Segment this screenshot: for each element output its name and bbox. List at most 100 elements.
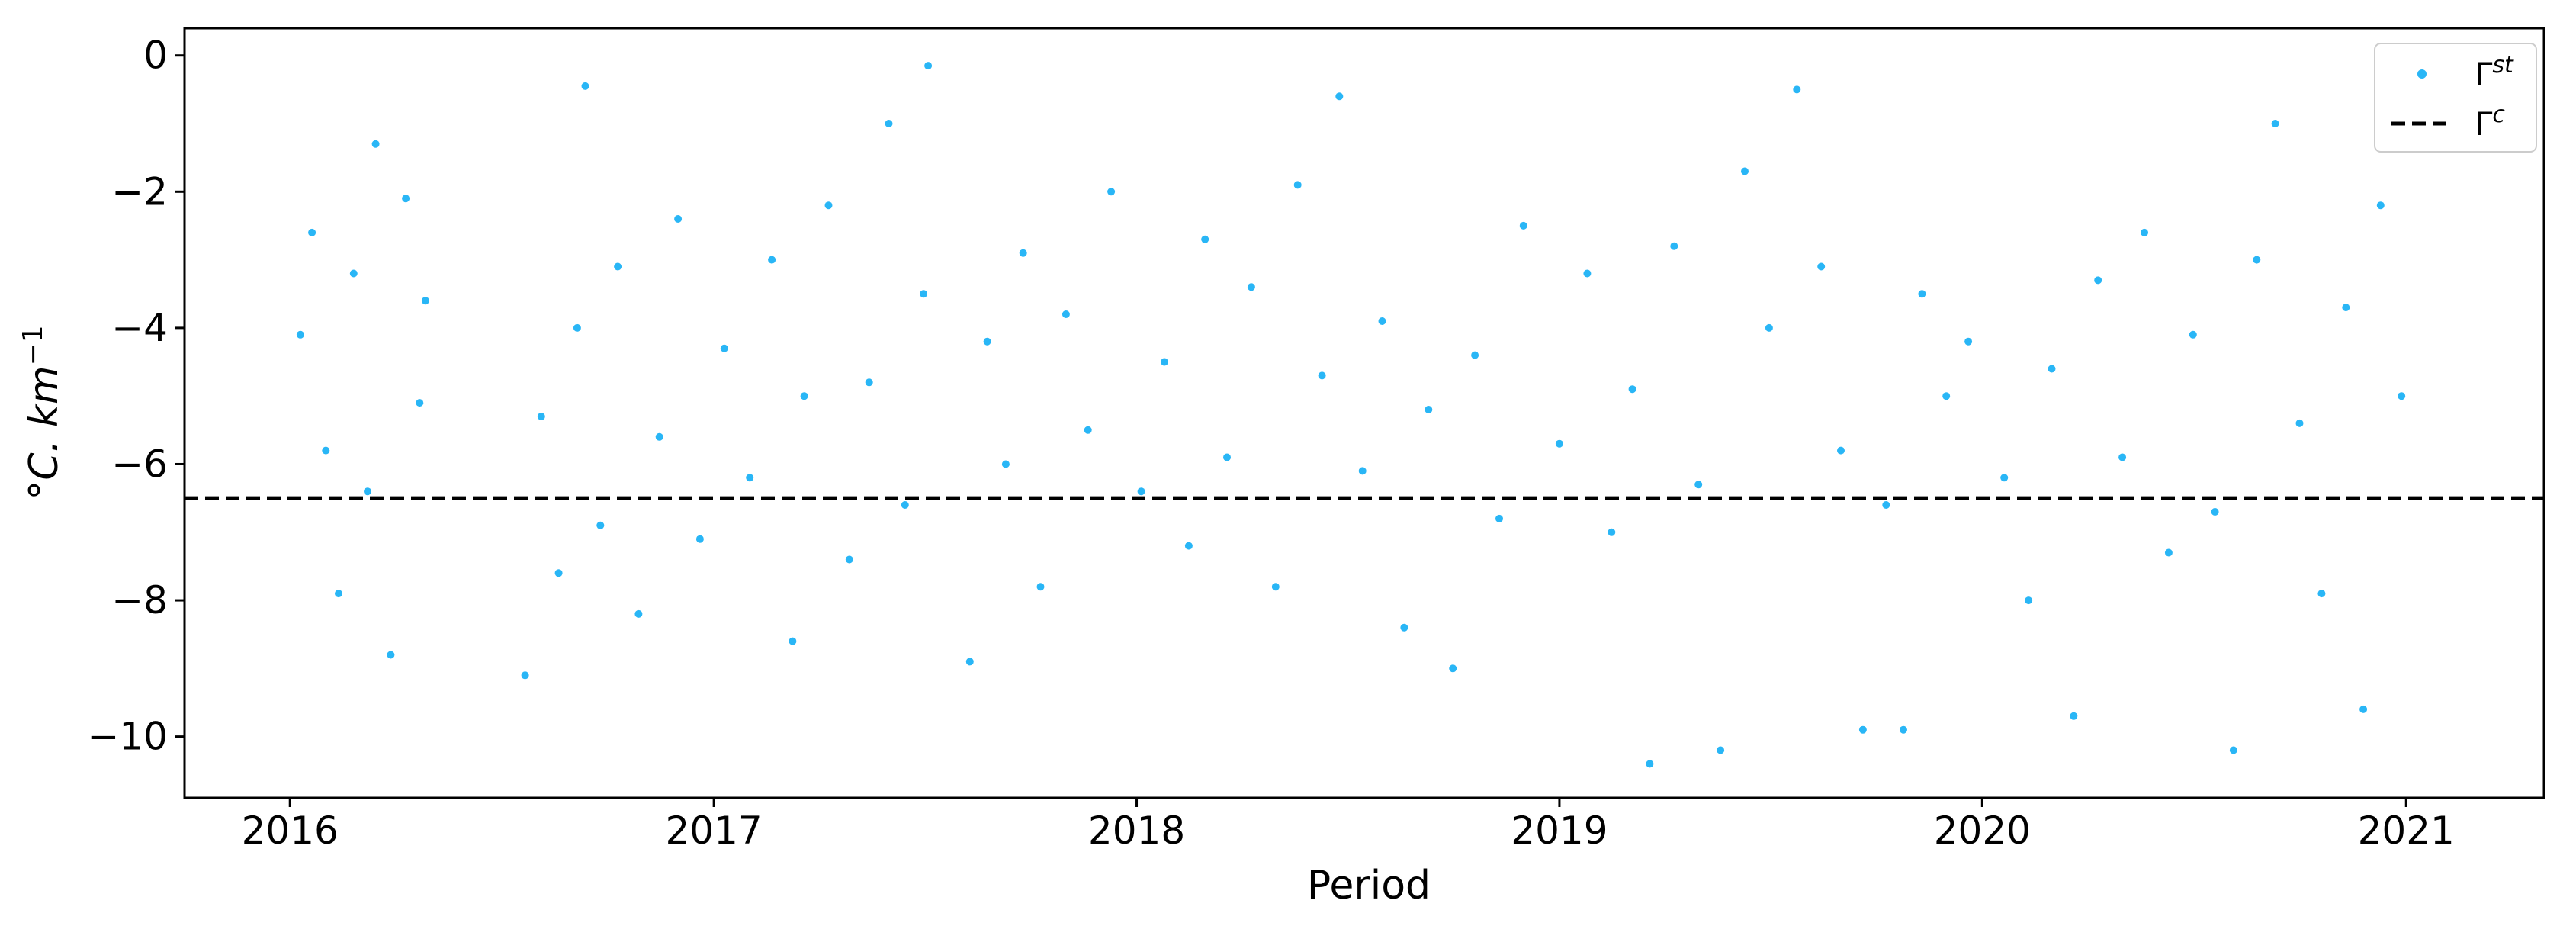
scatter-point xyxy=(865,378,873,387)
scatter-point xyxy=(1184,542,1193,550)
scatter-point xyxy=(1084,426,1092,434)
scatter-point xyxy=(2141,228,2148,236)
scatter-point xyxy=(789,637,797,645)
scatter-point xyxy=(634,609,643,618)
scatter-point xyxy=(387,651,395,659)
scatter-point xyxy=(421,297,429,305)
x-axis-title: Period xyxy=(1307,863,1431,908)
scatter-point xyxy=(2164,548,2173,557)
scatter-point xyxy=(965,658,974,666)
scatter-point xyxy=(416,399,424,407)
scatter-point xyxy=(720,344,728,352)
scatter-points xyxy=(296,62,2406,768)
x-tick-label: 2016 xyxy=(242,809,339,853)
scatter-point xyxy=(1608,528,1616,536)
scatter-point xyxy=(554,569,563,577)
scatter-point xyxy=(2000,474,2009,482)
scatter-point xyxy=(2189,330,2197,339)
scatter-point xyxy=(1646,760,1654,768)
x-tick-label: 2018 xyxy=(1088,809,1185,853)
scatter-point xyxy=(674,215,683,223)
scatter-point xyxy=(1793,85,1801,94)
scatter-point xyxy=(2229,746,2237,754)
scatter-point xyxy=(521,671,529,680)
scatter-point xyxy=(2048,365,2056,373)
scatter-point xyxy=(2253,256,2261,264)
scatter-point xyxy=(1942,392,1951,400)
scatter-point xyxy=(322,446,330,455)
scatter-point xyxy=(655,432,663,441)
scatter-point xyxy=(1837,446,1845,455)
scatter-point xyxy=(845,555,853,564)
scatter-point xyxy=(901,501,909,509)
scatter-point xyxy=(2070,712,2078,720)
scatter-point xyxy=(1161,358,1168,366)
scatter-point xyxy=(1335,92,1344,101)
scatter-point xyxy=(296,330,304,339)
scatter-point xyxy=(885,120,893,127)
scatter-point xyxy=(537,413,545,420)
scatter-point xyxy=(768,256,776,264)
scatter-point xyxy=(1400,623,1408,632)
scatter-point xyxy=(1628,385,1636,394)
scatter-point xyxy=(1062,310,1070,318)
scatter-point xyxy=(2342,304,2350,312)
scatter-point xyxy=(581,82,589,90)
y-tick-label: −8 xyxy=(111,578,168,622)
scatter-point xyxy=(308,228,316,236)
scatter-point xyxy=(1001,460,1010,468)
scatter-point xyxy=(1765,323,1773,332)
scatter-point xyxy=(1583,269,1592,278)
legend-marker-scatter xyxy=(2417,69,2427,79)
x-tick-label: 2019 xyxy=(1511,809,1608,853)
scatter-point xyxy=(2359,705,2368,713)
scatter-point xyxy=(1495,514,1503,522)
scatter-point xyxy=(1036,583,1045,591)
scatter-point xyxy=(596,521,605,529)
scatter-point xyxy=(2376,201,2385,210)
scatter-point xyxy=(1670,242,1678,250)
scatter-point xyxy=(402,195,410,203)
legend-label-line: Γc xyxy=(2475,101,2505,143)
x-tick-label: 2021 xyxy=(2358,809,2455,853)
scatter-point xyxy=(1107,188,1116,196)
scatter-point xyxy=(335,590,342,598)
scatter-point xyxy=(2094,276,2102,285)
scatter-point xyxy=(2118,453,2127,461)
y-tick-label: −6 xyxy=(111,442,168,486)
scatter-point xyxy=(1247,283,1255,291)
scatter-point xyxy=(983,337,991,346)
scatter-point xyxy=(695,535,704,543)
scatter-point xyxy=(1271,583,1280,591)
scatter-point xyxy=(364,487,371,496)
scatter-point xyxy=(2025,596,2033,605)
scatter-point xyxy=(920,290,928,298)
scatter-point xyxy=(1293,181,1302,189)
scatter-point xyxy=(1918,290,1926,298)
scatter-point xyxy=(1019,249,1027,257)
scatter-point xyxy=(1964,337,1973,346)
scatter-point xyxy=(1900,725,1907,734)
x-axis-ticks: 2016 2017 2018 2019 2020 2021 xyxy=(242,798,2455,853)
scatter-point xyxy=(2295,419,2304,427)
plot-frame xyxy=(183,27,2545,799)
scatter-point xyxy=(573,323,581,332)
scatter-point xyxy=(1137,487,1145,496)
scatter-point xyxy=(1717,746,1725,754)
y-tick-label: −10 xyxy=(87,715,168,759)
scatter-point xyxy=(2211,508,2219,516)
scatter-point xyxy=(1858,725,1867,734)
legend-label-scatter: Γst xyxy=(2475,52,2514,94)
y-tick-label: −4 xyxy=(111,306,168,350)
scatter-point xyxy=(1358,467,1367,475)
scatter-point xyxy=(1425,406,1433,413)
scatter-point xyxy=(1817,262,1826,271)
scatter-point xyxy=(371,140,380,148)
scatter-point xyxy=(1741,167,1749,175)
scatter-point xyxy=(1378,317,1386,325)
scatter-point xyxy=(614,262,622,271)
y-tick-label: 0 xyxy=(143,34,168,78)
scatter-point xyxy=(1471,351,1479,359)
scatter-point xyxy=(1449,664,1457,673)
